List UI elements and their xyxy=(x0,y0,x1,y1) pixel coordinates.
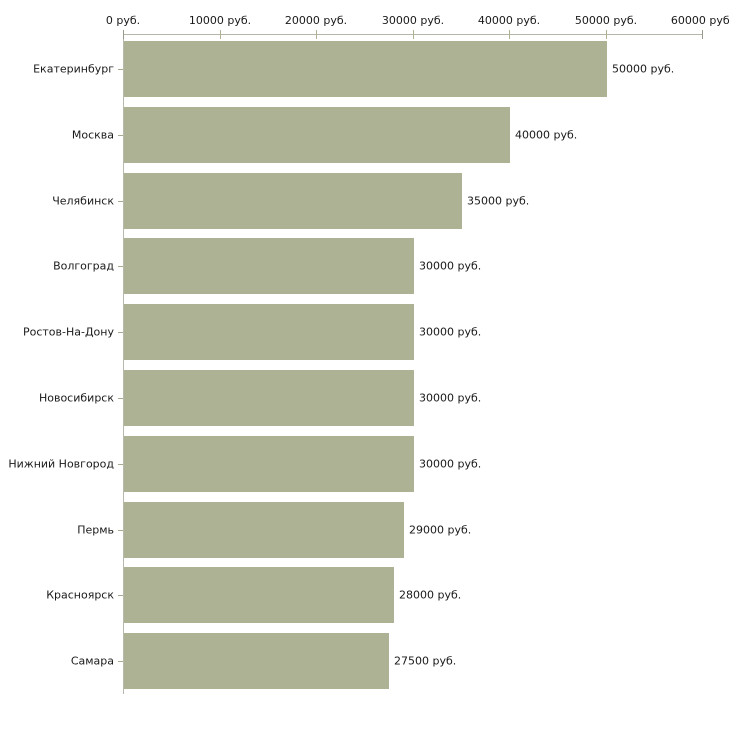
bar[interactable] xyxy=(124,567,394,623)
y-axis-category-label: Нижний Новгород xyxy=(8,457,114,471)
x-axis-tick-label: 0 руб. xyxy=(105,14,141,27)
y-axis-tick xyxy=(118,135,123,136)
x-axis-tick-label: 40000 руб. xyxy=(477,14,541,27)
x-axis-tick-label: 20000 руб. xyxy=(284,14,348,27)
y-axis-tick xyxy=(118,661,123,662)
y-axis-tick xyxy=(118,266,123,267)
x-axis-tick xyxy=(702,30,703,39)
y-axis-tick xyxy=(118,530,123,531)
x-axis-tick xyxy=(123,30,124,39)
bar[interactable] xyxy=(124,370,414,426)
x-axis-tick xyxy=(220,30,221,39)
y-axis-category-label: Новосибирск xyxy=(38,391,114,405)
bar[interactable] xyxy=(124,107,510,163)
y-axis-tick xyxy=(118,464,123,465)
bar-value-label: 29000 руб. xyxy=(409,523,472,536)
bar-value-label: 30000 руб. xyxy=(419,325,482,339)
x-axis-tick-label: 10000 руб. xyxy=(188,14,252,27)
bar[interactable] xyxy=(124,436,414,492)
y-axis-tick xyxy=(118,201,123,202)
y-axis-tick xyxy=(118,595,123,596)
x-axis-tick xyxy=(316,30,317,39)
y-axis-category-label: Красноярск xyxy=(46,588,114,602)
y-axis-category-label: Волгоград xyxy=(53,259,114,273)
bar[interactable] xyxy=(124,238,414,294)
x-axis-tick-label: 60000 руб. xyxy=(670,14,730,27)
bar-value-label: 30000 руб. xyxy=(419,457,482,471)
bar-value-label: 50000 руб. xyxy=(612,62,675,76)
y-axis-category-label: Москва xyxy=(71,128,114,142)
y-axis-tick xyxy=(118,398,123,399)
bar[interactable] xyxy=(124,173,462,229)
x-axis-tick xyxy=(413,30,414,39)
bar-value-label: 30000 руб. xyxy=(419,259,482,273)
bar-value-label: 40000 руб. xyxy=(515,128,578,142)
x-axis-tick xyxy=(509,30,510,39)
bar[interactable] xyxy=(124,633,389,689)
bar[interactable] xyxy=(124,502,404,558)
y-axis-category-label: Самара xyxy=(70,654,114,668)
bar[interactable] xyxy=(124,304,414,360)
x-axis-tick xyxy=(606,30,607,39)
x-axis-tick-label: 30000 руб. xyxy=(381,14,445,27)
bar-value-label: 30000 руб. xyxy=(419,391,482,405)
y-axis-tick xyxy=(118,332,123,333)
y-axis-category-label: Ростов-На-Дону xyxy=(22,325,114,339)
bar-value-label: 28000 руб. xyxy=(399,588,462,602)
bar[interactable] xyxy=(124,41,607,97)
y-axis-tick xyxy=(118,69,123,70)
bar-value-label: 35000 руб. xyxy=(467,194,530,207)
bar-value-label: 27500 руб. xyxy=(394,654,457,668)
y-axis-category-label: Пермь xyxy=(77,523,114,536)
y-axis-category-label: Челябинск xyxy=(52,194,114,207)
x-axis-tick-label: 50000 руб. xyxy=(574,14,638,27)
y-axis-category-label: Екатеринбург xyxy=(33,62,114,76)
